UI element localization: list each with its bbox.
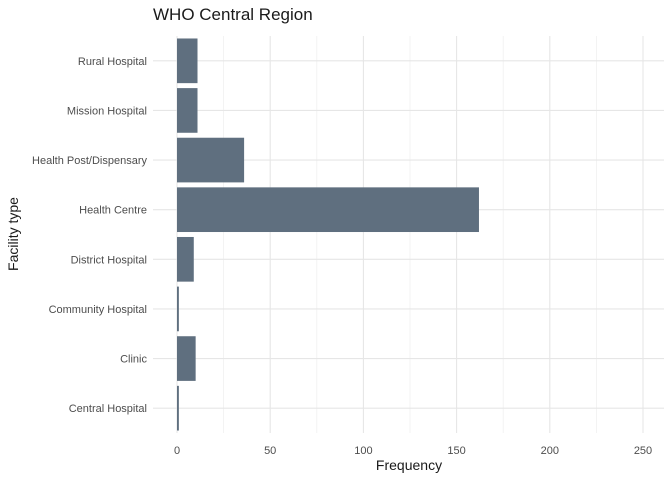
x-tick-label: 250: [634, 445, 652, 457]
y-tick-label: Community Hospital: [49, 304, 147, 316]
x-tick-label: 50: [264, 445, 276, 457]
chart-title: WHO Central Region: [153, 5, 313, 24]
x-tick-label: 0: [174, 445, 180, 457]
bars-group: [177, 38, 479, 431]
bar-community-hospital: [177, 286, 179, 332]
y-tick-label: Mission Hospital: [67, 105, 147, 117]
bar-clinic: [177, 336, 196, 381]
bar-mission-hospital: [177, 88, 198, 133]
y-tick-label: Health Centre: [79, 205, 147, 217]
x-tick-label: 100: [354, 445, 372, 457]
grid-lines: [153, 36, 664, 433]
bar-health-post-dispensary: [177, 137, 245, 183]
x-tick-label: 200: [541, 445, 559, 457]
y-tick-label: Health Post/Dispensary: [32, 155, 147, 167]
bar-district-hospital: [177, 236, 194, 282]
y-tick-label: Clinic: [120, 354, 147, 366]
bar-health-centre: [177, 187, 479, 233]
y-axis-title: Facility type: [5, 197, 21, 271]
y-tick-label: Central Hospital: [69, 403, 147, 415]
x-tick-labels: 0 50 100 150 200 250: [174, 445, 652, 457]
y-tick-label: District Hospital: [71, 254, 147, 266]
bar-central-hospital: [177, 385, 179, 431]
y-tick-labels: Rural Hospital Mission Hospital Health Pos…: [32, 56, 147, 415]
bar-rural-hospital: [177, 38, 198, 84]
x-axis-title: Frequency: [376, 457, 442, 473]
y-tick-label: Rural Hospital: [78, 56, 147, 68]
x-tick-label: 150: [447, 445, 465, 457]
